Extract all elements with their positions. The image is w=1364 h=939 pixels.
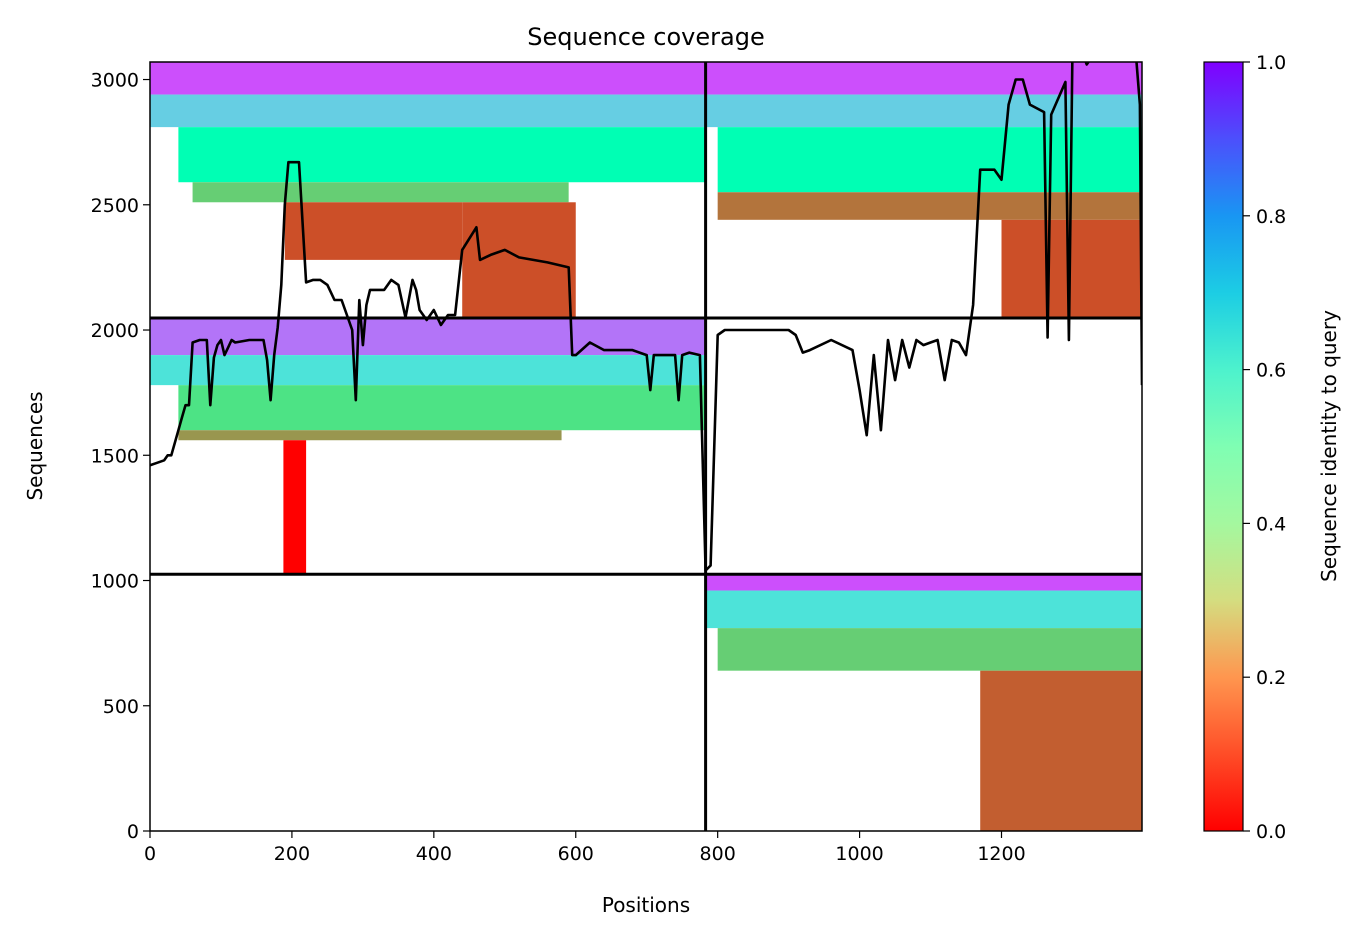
x-tick-label: 1000 bbox=[835, 843, 883, 865]
msa-band bbox=[150, 355, 706, 386]
msa-block-3 bbox=[705, 574, 1142, 831]
coverage-line-layer bbox=[150, 62, 1142, 572]
x-axis-ticks: 0 200 400 600 800 1000 1200 bbox=[144, 831, 1026, 865]
colorbar-label: Sequence identity to query bbox=[1317, 310, 1341, 582]
msa-band bbox=[178, 430, 562, 441]
y-tick-label: 1000 bbox=[91, 571, 139, 593]
x-tick-label: 800 bbox=[700, 843, 736, 865]
y-tick-label: 2000 bbox=[91, 320, 139, 342]
msa-band bbox=[283, 440, 307, 575]
msa-band bbox=[717, 192, 1142, 220]
msa-band bbox=[705, 574, 1142, 591]
msa-band bbox=[178, 127, 706, 183]
msa-band bbox=[705, 590, 1142, 629]
chart-title: Sequence coverage bbox=[527, 23, 764, 51]
colorbar-tick-label: 0.6 bbox=[1256, 360, 1286, 382]
x-axis-label: Positions bbox=[602, 893, 690, 917]
y-tick-label: 2500 bbox=[91, 195, 139, 217]
msa-band bbox=[284, 202, 463, 260]
x-tick-label: 200 bbox=[274, 843, 310, 865]
msa-band bbox=[980, 670, 1142, 831]
plot-frame bbox=[149, 61, 1143, 832]
msa-band bbox=[150, 94, 706, 128]
msa-band bbox=[150, 62, 706, 95]
colorbar-tick-label: 0.8 bbox=[1256, 206, 1286, 228]
y-tick-label: 500 bbox=[103, 696, 139, 718]
msa-band bbox=[705, 94, 1142, 128]
colorbar-tick-label: 0.0 bbox=[1256, 821, 1286, 843]
msa-band bbox=[192, 182, 569, 203]
colorbar-tick-label: 0.2 bbox=[1256, 667, 1286, 689]
x-tick-label: 1200 bbox=[977, 843, 1025, 865]
y-tick-label: 3000 bbox=[91, 70, 139, 92]
y-tick-label: 0 bbox=[127, 821, 139, 843]
msa-band bbox=[717, 628, 1142, 671]
colorbar-tick-label: 0.4 bbox=[1256, 513, 1286, 535]
msa-block-1 bbox=[705, 62, 1142, 318]
coverage-line bbox=[150, 62, 1142, 572]
msa-block-2 bbox=[150, 317, 706, 575]
msa-band bbox=[717, 127, 1142, 193]
x-tick-label: 600 bbox=[558, 843, 594, 865]
colorbar-ticks: 0.0 0.2 0.4 0.6 0.8 1.0 bbox=[1243, 52, 1286, 843]
colorbar-tick-label: 1.0 bbox=[1256, 52, 1286, 74]
x-tick-label: 400 bbox=[416, 843, 452, 865]
x-tick-label: 0 bbox=[144, 843, 156, 865]
msa-band bbox=[705, 62, 1142, 95]
y-axis-ticks: 0 500 1000 1500 2000 2500 3000 bbox=[91, 70, 150, 843]
msa-band bbox=[1001, 219, 1142, 318]
y-axis-label: Sequences bbox=[23, 391, 47, 500]
colorbar bbox=[1203, 61, 1244, 832]
y-tick-label: 1500 bbox=[91, 445, 139, 467]
chain-boundaries bbox=[150, 62, 1142, 831]
msa-band bbox=[178, 385, 706, 431]
